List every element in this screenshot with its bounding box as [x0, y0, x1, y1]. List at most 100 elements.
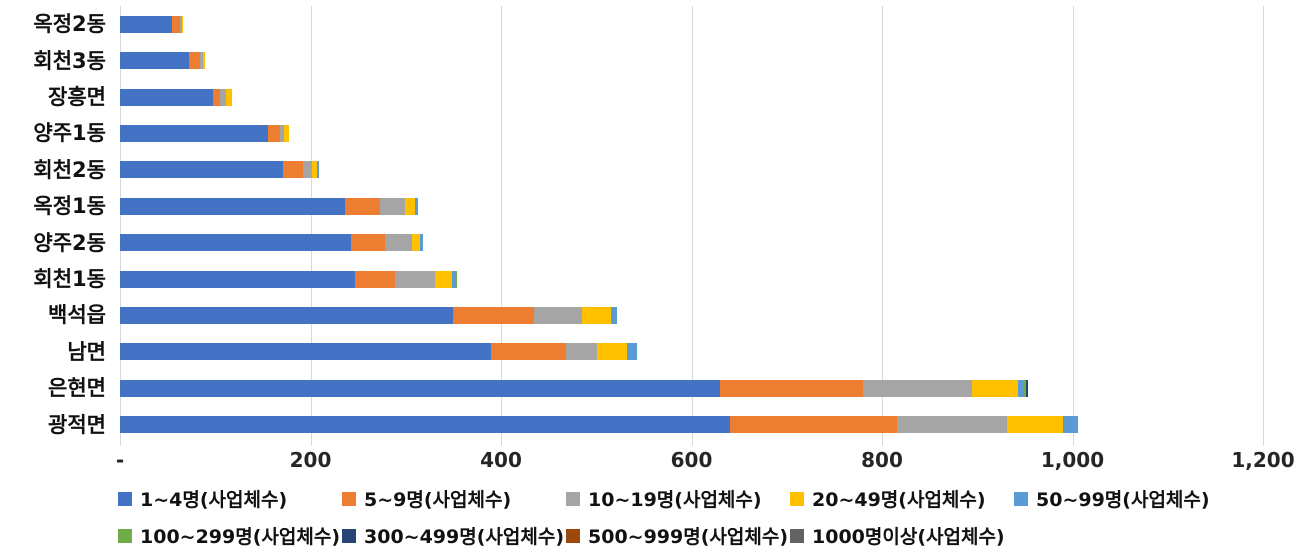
bar-row — [120, 124, 289, 142]
bar-segment — [597, 343, 627, 361]
legend-label: 100~299명(사업체수) — [140, 526, 341, 548]
legend-item: 5~9명(사업체수) — [342, 485, 566, 512]
bar-segment — [213, 88, 220, 106]
bar-segment — [179, 15, 182, 33]
bar-row — [120, 52, 205, 70]
bar-segment — [282, 161, 303, 179]
bar-segment — [1023, 379, 1026, 397]
bar-segment — [317, 161, 320, 179]
legend-item: 1~4명(사업체수) — [118, 485, 342, 512]
bar-segment — [862, 379, 973, 397]
bar-segment — [384, 234, 413, 252]
bar-segment — [1018, 379, 1024, 397]
bar-row — [120, 161, 320, 179]
bar-row — [120, 379, 1028, 397]
bar-segment — [626, 343, 638, 361]
bar-row — [120, 343, 638, 361]
gridline — [310, 6, 312, 446]
x-axis-tick-label: 800 — [861, 448, 903, 472]
bar-segment — [200, 52, 203, 70]
bar-segment — [120, 161, 283, 179]
bar-segment — [172, 15, 180, 33]
chart-legend: 1~4명(사업체수) 5~9명(사업체수) 10~19명(사업체수) 20~49명(사… — [118, 480, 1298, 554]
bar-segment — [435, 270, 453, 288]
bar-segment — [120, 124, 268, 142]
bar-segment — [120, 379, 721, 397]
y-axis-category-label: 회천2동 — [33, 157, 106, 182]
bar-segment — [280, 124, 284, 142]
legend-item: 100~299명(사업체수) — [118, 522, 342, 549]
bar-segment — [565, 343, 598, 361]
gridline — [1263, 6, 1264, 446]
legend-swatch-icon — [790, 491, 804, 506]
bar-segment — [120, 234, 351, 252]
legend-label: 300~499명(사업체수) — [364, 526, 565, 548]
bar-row — [120, 306, 618, 324]
y-axis-category-label: 양주1동 — [33, 121, 106, 146]
bar-segment — [453, 306, 535, 324]
bar-segment — [1062, 416, 1079, 434]
bar-segment — [355, 270, 396, 288]
legend-item: 500~999명(사업체수) — [566, 522, 790, 549]
legend-label: 1000명이상(사업체수) — [812, 526, 1005, 548]
y-axis-category-label: 은현면 — [48, 376, 106, 401]
bar-segment — [452, 270, 456, 288]
bar-segment — [610, 306, 618, 324]
bar-segment — [120, 88, 214, 106]
bar-segment — [415, 197, 419, 215]
y-axis-category-label: 광적면 — [48, 412, 106, 437]
gridline — [120, 6, 121, 446]
legend-label: 5~9명(사업체수) — [364, 489, 512, 511]
bar-segment — [395, 270, 436, 288]
gridline — [882, 6, 883, 446]
bar-segment — [120, 52, 189, 70]
y-axis-category-label: 옥정1동 — [33, 194, 106, 219]
x-axis-tick-label: - — [115, 448, 125, 472]
bar-segment — [729, 416, 898, 434]
bar-segment — [350, 234, 385, 252]
legend-row: 100~299명(사업체수) 300~499명(사업체수) 500~999명(사업체… — [118, 517, 1298, 554]
bar-segment — [302, 161, 313, 179]
bar-segment — [380, 197, 405, 215]
bar-segment — [412, 234, 420, 252]
legend-item: 20~49명(사업체수) — [790, 485, 1014, 512]
y-axis-category-label: 옥정2동 — [33, 12, 106, 37]
bar-row — [120, 88, 233, 106]
bar-segment — [534, 306, 582, 324]
y-axis-category-label: 백석읍 — [48, 303, 106, 328]
legend-label: 10~19명(사업체수) — [588, 489, 762, 511]
bar-segment — [120, 15, 173, 33]
y-axis-category-label: 장흥면 — [48, 85, 106, 109]
bar-segment — [188, 52, 200, 70]
gridline — [691, 6, 693, 446]
bar-row — [120, 234, 423, 252]
bar-segment — [120, 270, 356, 288]
bar-segment — [120, 416, 730, 434]
legend-swatch-icon — [342, 491, 356, 506]
bar-row — [120, 416, 1079, 434]
legend-swatch-icon — [118, 491, 132, 506]
x-axis-tick-label: 1,200 — [1231, 448, 1295, 472]
bar-segment — [120, 197, 345, 215]
bar-segment — [312, 161, 318, 179]
legend-swatch-icon — [342, 528, 356, 543]
legend-label: 1~4명(사업체수) — [140, 489, 288, 511]
legend-row: 1~4명(사업체수) 5~9명(사업체수) 10~19명(사업체수) 20~49명(사… — [118, 480, 1298, 517]
x-axis-tick-label: 200 — [289, 448, 332, 472]
bar-segment — [220, 88, 226, 106]
bar-segment — [120, 306, 454, 324]
y-axis-category-label: 남면 — [67, 339, 106, 364]
bar-segment — [897, 416, 1007, 434]
gridline — [501, 6, 502, 446]
legend-item: 50~99명(사업체수) — [1014, 485, 1238, 512]
bar-segment — [344, 197, 381, 215]
bar-segment — [720, 379, 863, 397]
bar-segment — [283, 124, 289, 142]
bar-segment — [1025, 379, 1028, 397]
bar-segment — [404, 197, 416, 215]
legend-swatch-icon — [790, 528, 804, 543]
bar-row — [120, 197, 419, 215]
x-axis-tick-label: 1,000 — [1040, 448, 1105, 472]
legend-label: 50~99명(사업체수) — [1036, 489, 1210, 511]
